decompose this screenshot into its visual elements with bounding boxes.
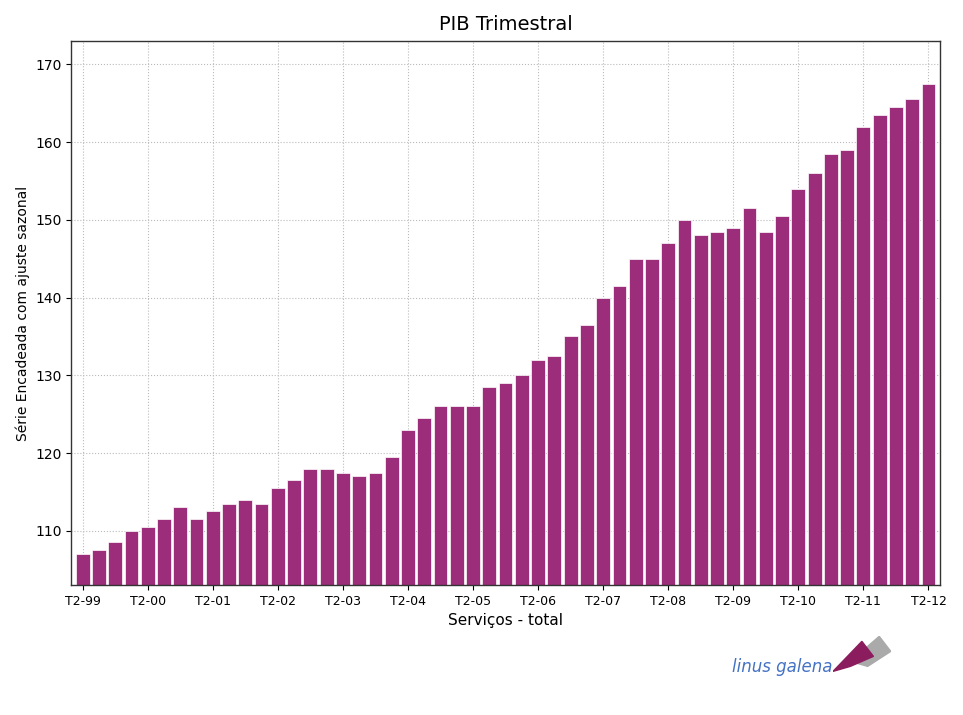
Bar [92,551,106,715]
Bar [254,503,269,715]
Bar [271,488,285,715]
Bar [157,519,170,715]
Bar [532,360,545,715]
Bar [629,259,642,715]
Title: PIB Trimestral: PIB Trimestral [439,15,572,34]
Bar [922,84,935,715]
Bar [645,259,659,715]
Bar [190,519,203,715]
Bar [385,457,399,715]
Bar [303,468,317,715]
Bar [352,476,366,715]
Bar [450,406,463,715]
Bar [320,468,333,715]
Text: linus galena: linus galena [733,658,833,676]
Bar [547,356,561,715]
Bar [141,527,155,715]
Bar [433,406,448,715]
Bar [841,150,854,715]
Bar [369,473,382,715]
Bar [482,387,496,715]
X-axis label: Serviços - total: Serviços - total [448,613,563,628]
Bar [124,531,139,715]
Bar [662,243,675,715]
Polygon shape [850,636,891,666]
Bar [824,154,838,715]
Bar [239,500,252,715]
Bar [742,208,757,715]
Bar [710,232,724,715]
Bar [693,235,708,715]
Bar [466,406,480,715]
Bar [206,511,220,715]
Bar [499,383,512,715]
Bar [596,297,611,715]
Bar [775,216,789,715]
Bar [401,430,415,715]
Bar [76,554,90,715]
Bar [905,99,919,715]
Bar [808,173,821,715]
Bar [726,227,741,715]
Bar [417,418,431,715]
Bar [173,508,187,715]
Bar [872,115,887,715]
Bar [287,480,301,715]
Bar [563,337,578,715]
Polygon shape [833,641,873,671]
Bar [678,220,691,715]
Bar [612,286,626,715]
Bar [580,325,594,715]
Bar [222,503,236,715]
Bar [889,107,903,715]
Bar [856,127,871,715]
Bar [515,375,529,715]
Bar [792,189,805,715]
Y-axis label: Série Encadeada com ajuste sazonal: Série Encadeada com ajuste sazonal [15,186,30,440]
Bar [108,543,122,715]
Bar [336,473,350,715]
Bar [759,232,772,715]
